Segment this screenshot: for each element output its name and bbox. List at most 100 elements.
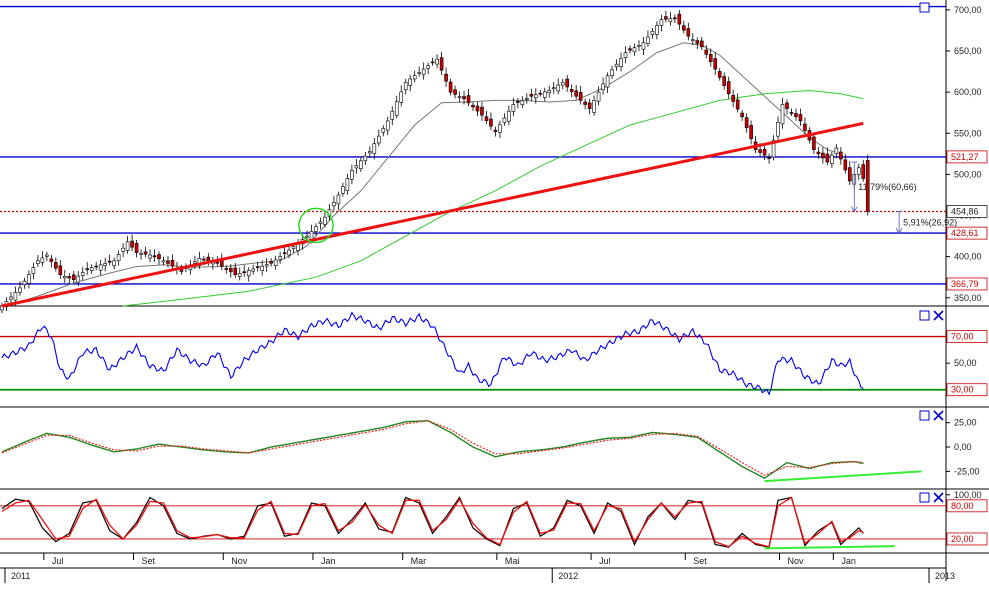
short-moving-average-line — [1, 42, 841, 309]
candle-body — [85, 268, 90, 270]
candle-body — [744, 117, 749, 129]
y-tick-label: 350,00 — [954, 293, 982, 303]
y-tick-label: 50,00 — [954, 358, 977, 368]
candle-body — [264, 264, 269, 267]
month-label: Jul — [52, 556, 64, 566]
candle-body — [785, 102, 789, 109]
candle-body — [717, 71, 722, 78]
candle-body — [610, 69, 614, 76]
candle-body — [538, 92, 543, 95]
candle-body — [471, 104, 475, 108]
candle-body — [62, 276, 67, 279]
highlight-circle — [298, 207, 334, 244]
square-icon[interactable] — [919, 492, 930, 503]
candle-body — [834, 147, 839, 154]
candle-body — [359, 160, 363, 170]
panel-buttons[interactable] — [919, 2, 944, 503]
month-label: Set — [693, 556, 707, 566]
candle-body — [157, 254, 161, 260]
candle-body — [839, 151, 843, 160]
candle-body — [475, 105, 480, 112]
candle-body — [89, 267, 94, 271]
rsi-panel: 50,00 70,00 30,00 — [0, 311, 988, 397]
candle-body — [484, 116, 489, 121]
candle-body — [646, 36, 650, 44]
y-tick-label: -25,00 — [954, 466, 980, 476]
candle-body — [789, 112, 794, 114]
candle-body — [309, 231, 314, 240]
candle-body — [520, 100, 525, 106]
candle-body — [27, 274, 31, 284]
measure-arrowhead — [850, 206, 858, 213]
candle-body — [94, 265, 98, 268]
square-icon[interactable] — [919, 310, 930, 321]
month-label: Nov — [231, 556, 248, 566]
candle-body — [273, 259, 278, 266]
candle-body — [417, 72, 421, 74]
y-tick-label: 500,00 — [954, 169, 982, 179]
candle-body — [776, 121, 780, 137]
square-icon[interactable] — [919, 410, 930, 421]
candle-body — [592, 100, 596, 113]
level-tag: 30,00 — [951, 385, 974, 395]
dotted-level-tag-box — [946, 205, 988, 218]
candle-body — [637, 44, 641, 47]
candle-body — [722, 76, 727, 86]
close-x-icon[interactable] — [933, 310, 944, 321]
candle-body — [103, 263, 107, 266]
candle-body — [708, 53, 713, 62]
candle-body — [664, 16, 668, 20]
level-tag-box — [946, 226, 988, 240]
candle-body — [668, 18, 673, 22]
candle-body — [13, 292, 18, 301]
candle-body — [403, 81, 408, 90]
candle-body — [354, 165, 359, 169]
candle-body — [237, 273, 242, 277]
candle-body — [269, 261, 273, 264]
close-x-icon[interactable] — [933, 410, 944, 421]
signal-line — [1, 420, 864, 476]
candle-body — [605, 75, 610, 88]
close-x-icon[interactable] — [933, 492, 944, 503]
candle-body — [323, 216, 327, 225]
month-label: Mar — [411, 556, 427, 566]
candle-body — [529, 94, 534, 97]
candle-body — [345, 178, 350, 191]
candle-body — [780, 104, 785, 125]
candle-body — [457, 96, 462, 98]
candle-body — [202, 258, 206, 261]
month-label: Jul — [599, 556, 611, 566]
candle-body — [740, 112, 744, 118]
candle-body — [632, 47, 637, 53]
candle-body — [130, 240, 134, 248]
level-tag-box — [946, 150, 988, 164]
candle-body — [67, 276, 72, 279]
candle-body — [861, 164, 866, 179]
candle-body — [121, 247, 125, 252]
y-tick-label: 25,00 — [954, 418, 977, 428]
candle-body — [466, 95, 471, 104]
candle-body — [462, 96, 466, 100]
candle-body — [673, 17, 677, 20]
candle-body — [682, 25, 686, 31]
month-label: Set — [142, 556, 156, 566]
candle-body — [291, 246, 296, 249]
candle-body — [224, 268, 229, 270]
candle-body — [394, 101, 399, 116]
candle-body — [282, 252, 287, 254]
candle-body — [569, 88, 574, 92]
year-label: 2012 — [558, 571, 578, 581]
candle-body — [695, 40, 700, 44]
candle-body — [623, 52, 628, 58]
candle-body — [193, 261, 197, 264]
candle-body — [206, 256, 211, 262]
year-label: 2013 — [935, 571, 955, 581]
month-label: Nov — [787, 556, 804, 566]
candle-body — [726, 81, 731, 95]
candle-body — [677, 13, 682, 25]
macd-panel: 25,00 0,00 -25,00 — [1, 418, 980, 483]
dotted-level-tag: 454,86 — [951, 207, 979, 217]
square-icon[interactable] — [919, 2, 930, 13]
candle-body — [368, 151, 372, 154]
